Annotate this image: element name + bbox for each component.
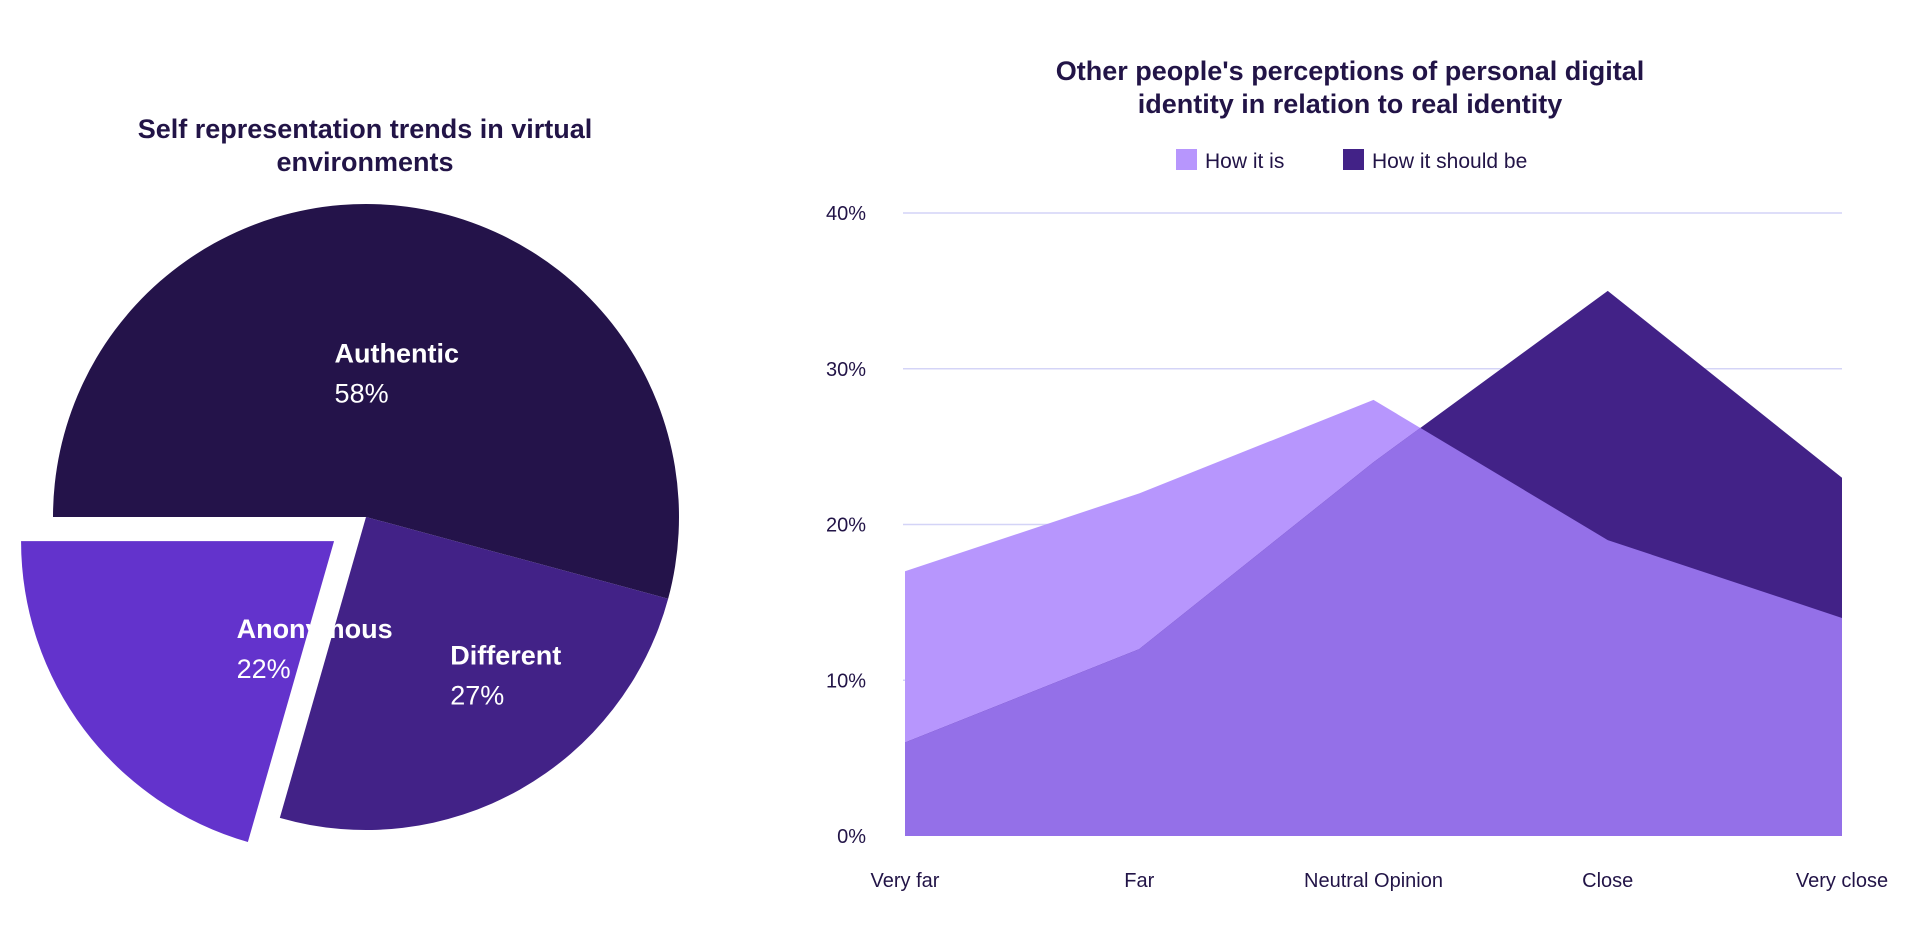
pie-chart-title: Self representation trends in virtual en… [137, 114, 593, 177]
y-tick-label: 20% [826, 515, 866, 537]
y-tick-label: 10% [826, 670, 866, 692]
area-chart-title: Other people's perceptions of personal d… [1055, 56, 1645, 119]
pie-value-different: 27% [450, 681, 504, 711]
y-tick-label: 40% [826, 203, 866, 225]
y-tick-label: 30% [826, 359, 866, 381]
pie-label-different: Different [450, 641, 561, 671]
pie-slice-anonymous [21, 541, 335, 842]
area-chart: 0% 10% 20% 30% 40% Very far Far Neutral Opinion… [826, 149, 1888, 892]
area-overlap [905, 427, 1842, 836]
pie-label-anonymous: Anonymous [237, 614, 393, 644]
pie-value-anonymous: 22% [237, 654, 291, 684]
x-tick-label-far: Far [1124, 870, 1154, 892]
pie-label-authentic: Authentic [335, 338, 460, 368]
pie-value-authentic: 58% [335, 378, 389, 408]
x-tick-label-neutral-opinion: Neutral Opinion [1304, 870, 1443, 892]
legend-swatch-how-it-is [1176, 149, 1197, 170]
legend-swatch-how-it-should-be [1343, 149, 1364, 170]
pie-slice-different [279, 517, 669, 831]
y-tick-label: 0% [837, 826, 866, 848]
pie-chart: Authentic 58% Different 27% Anonymous 22% [21, 204, 679, 842]
x-tick-label-very-far: Very far [871, 870, 940, 892]
pie-slice-authentic [53, 204, 679, 599]
legend-label-how-it-should-be: How it should be [1372, 150, 1527, 173]
legend-label-how-it-is: How it is [1205, 150, 1284, 173]
x-tick-label-close: Close [1582, 870, 1633, 892]
x-tick-label-very-close: Very close [1796, 870, 1888, 892]
